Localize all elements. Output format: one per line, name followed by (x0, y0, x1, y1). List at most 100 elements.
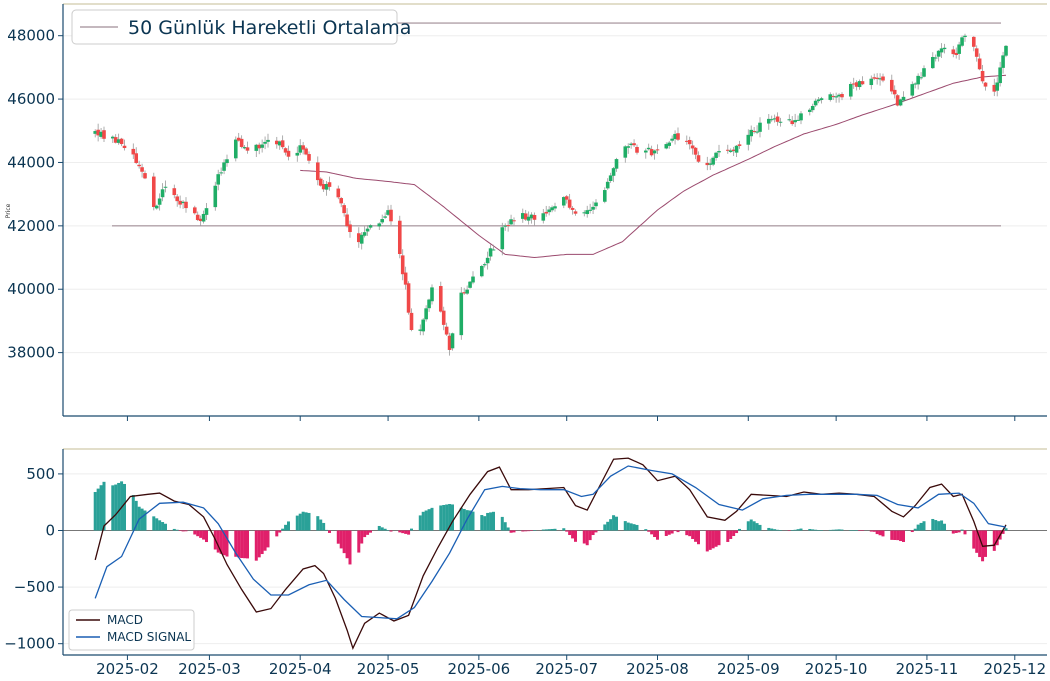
candle-down (954, 52, 959, 55)
candle-up (933, 57, 938, 59)
macd-hist-bar-positive (445, 504, 449, 531)
candle-up (368, 225, 373, 228)
candle-down (406, 283, 411, 313)
price-ytick-label: 46000 (7, 90, 55, 108)
candle-up (479, 266, 484, 277)
candle-down (175, 196, 180, 202)
candle-down (315, 162, 320, 181)
candle-down (403, 272, 408, 285)
candle-down (693, 147, 698, 155)
macd-hist-bar-positive (480, 515, 484, 531)
candle-up (529, 214, 534, 219)
macd-hist-bar-positive (307, 512, 311, 531)
candle-up (755, 131, 759, 133)
candle-up (673, 133, 677, 140)
macd-hist-bar-negative (263, 530, 267, 551)
price-legend-box (71, 9, 398, 45)
macd-hist-bar-negative (881, 530, 885, 537)
macd-hist-bar-negative (673, 530, 677, 532)
candle-down (389, 209, 393, 222)
macd-hist-bar-positive (316, 516, 320, 531)
candle-up (828, 94, 833, 100)
candle-down (506, 225, 510, 227)
candle-down (635, 146, 639, 153)
macd-hist-bar-positive (99, 485, 103, 531)
candle-down (327, 182, 332, 187)
macd-hist-bar-negative (509, 530, 513, 533)
macd-hist-bar-positive (828, 529, 832, 531)
candle-up (263, 141, 267, 144)
candle-down (632, 143, 636, 146)
macd-hist-bar-negative (363, 530, 367, 538)
candle-down (195, 214, 200, 221)
candle-down (977, 58, 982, 70)
macd-hist-bar-negative (729, 530, 733, 539)
candle-down (397, 220, 402, 255)
macd-grid (63, 473, 1047, 645)
macd-hist-bar-positive (442, 504, 446, 531)
candle-down (239, 138, 244, 147)
macd-hist-bar-positive (623, 521, 627, 531)
candle-down (881, 76, 885, 81)
candle-up (594, 202, 598, 207)
candle-down (301, 145, 305, 150)
macd-hist-bar-negative (694, 530, 698, 542)
macd-hist-bar-negative (972, 530, 976, 549)
macd-hist-bar-positive (755, 523, 759, 531)
price-ytick-label: 44000 (7, 153, 55, 171)
macd-xtick-label: 2025-12 (983, 660, 1046, 677)
candle-down (971, 36, 976, 47)
macd-hist-bar-negative (957, 530, 961, 533)
macd-hist-bar-positive (325, 529, 329, 531)
macd-xtick-label: 2025-10 (805, 660, 868, 677)
macd-hist-bar-positive (287, 521, 290, 531)
macd-hist-bar-positive (322, 522, 326, 531)
macd-hist-bar-positive (746, 521, 750, 531)
macd-hist-bar-negative (222, 530, 226, 556)
candle-up (816, 99, 821, 102)
candle-up (960, 37, 964, 46)
macd-hist-bar-positive (1004, 528, 1008, 531)
macd-hist-bar-positive (609, 519, 613, 531)
macd-hist-bar-positive (421, 511, 425, 531)
candle-down (447, 335, 452, 350)
macd-xtick-label: 2025-04 (269, 660, 332, 677)
macd-xtick-label: 2025-06 (448, 660, 511, 677)
candle-up (898, 99, 903, 106)
macd-hist-bar-positive (612, 515, 616, 531)
candle-down (570, 207, 575, 210)
candle-up (614, 159, 619, 169)
macd-hist-bar-positive (175, 529, 179, 531)
candle-down (119, 138, 124, 145)
candle-down (889, 79, 894, 92)
macd-hist-bar-negative (872, 530, 876, 532)
candle-up (450, 333, 455, 349)
macd-hist-bar-positive (155, 518, 159, 531)
macd-hist-bar-negative (389, 530, 393, 532)
macd-hist-bar-negative (275, 530, 279, 537)
macd-hist-bar-positive (301, 511, 305, 531)
macd-hist-bar-negative (254, 530, 258, 561)
candle-down (573, 211, 578, 214)
candle-down (342, 205, 346, 214)
candle-up (324, 184, 329, 190)
macd-hist-bar-negative (647, 530, 651, 532)
candle-down (705, 162, 710, 166)
macd-hist-bar-positive (837, 529, 841, 531)
macd-hist-bar-positive (93, 492, 97, 531)
candle-up (163, 186, 168, 188)
macd-hist-bar-negative (178, 530, 182, 531)
macd-hist-bar-negative (184, 530, 188, 532)
candle-up (916, 75, 920, 85)
macd-hist-bar-positive (919, 522, 923, 531)
macd-hist-bar-positive (811, 529, 815, 531)
macd-hist-bar-positive (960, 529, 964, 531)
candle-down (321, 183, 326, 190)
candle-up (837, 94, 841, 97)
candle-up (242, 147, 247, 149)
candle-up (459, 292, 464, 336)
candle-down (951, 49, 956, 55)
macd-x-ticks: 2025-02 2025-03 2025-04 2025-05 2025-06 2025-… (96, 655, 1046, 678)
